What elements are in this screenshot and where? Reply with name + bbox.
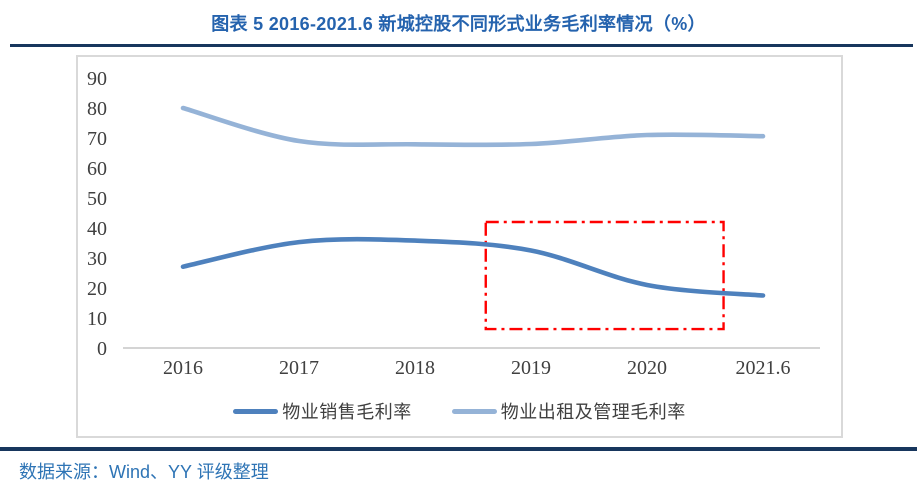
- chart-title: 图表 5 2016-2021.6 新城控股不同形式业务毛利率情况（%）: [211, 14, 706, 34]
- y-tick-label: 10: [87, 308, 107, 330]
- chart-plot-area: 0 10 20 30 40 50 60 70 80 90 2016 2017 2018 2019 2020 2…: [87, 68, 820, 379]
- x-tick-label: 2016: [163, 357, 203, 379]
- x-tick-label: 2020: [627, 357, 667, 379]
- y-tick-label: 90: [87, 68, 107, 90]
- y-tick-label: 80: [87, 98, 107, 120]
- legend-line-swatch: [451, 408, 497, 414]
- y-tick-label: 70: [87, 128, 107, 150]
- chart-card: 0 10 20 30 40 50 60 70 80 90 2016 2017 2018 2019 2020 2…: [76, 55, 843, 438]
- chart-legend: 物业销售毛利率 物业出租及管理毛利率: [78, 398, 841, 424]
- report-page: { "title": "图表 5 2016-2021.6 新城控股不同形式业务毛…: [0, 10, 917, 494]
- x-tick-label: 2019: [511, 357, 551, 379]
- highlight-box: [484, 220, 725, 331]
- x-tick-label: 2018: [395, 357, 435, 379]
- y-tick-label: 30: [87, 248, 107, 270]
- x-tick-label: 2017: [279, 357, 319, 379]
- legend-label: 物业出租及管理毛利率: [500, 402, 686, 422]
- footer-rule: [0, 447, 917, 451]
- y-tick-label: 60: [87, 158, 107, 180]
- legend-label: 物业销售毛利率: [282, 402, 412, 422]
- legend-line-swatch: [233, 408, 279, 414]
- y-tick-label: 20: [87, 278, 107, 300]
- title-rule: [10, 44, 913, 47]
- legend-item-sales: 物业销售毛利率: [233, 398, 412, 424]
- y-tick-label: 40: [87, 218, 107, 240]
- data-source-note: 数据来源：Wind、YY 评级整理: [19, 462, 269, 482]
- series-line-sales: [180, 236, 766, 298]
- series-line-rental: [180, 105, 766, 148]
- y-tick-label: 0: [97, 338, 107, 360]
- legend-item-rental: 物业出租及管理毛利率: [451, 398, 686, 424]
- y-tick-label: 50: [87, 188, 107, 210]
- x-tick-label: 2021.6: [736, 357, 791, 379]
